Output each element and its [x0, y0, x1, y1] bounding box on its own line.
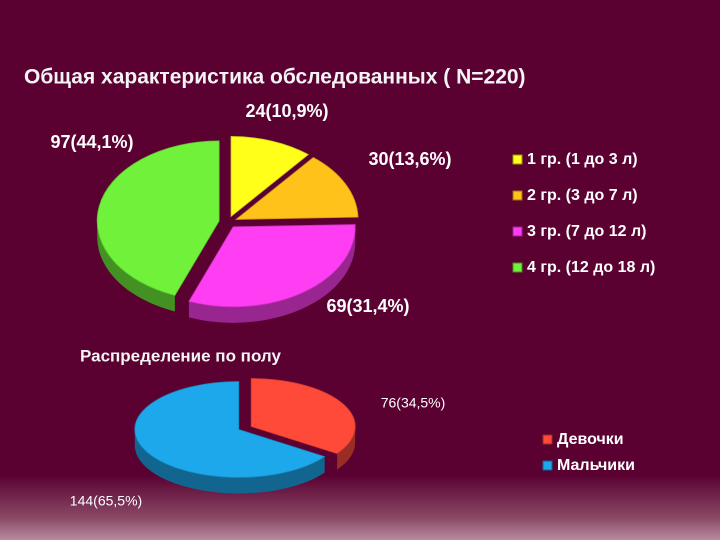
legend-swatch [512, 262, 523, 273]
data-label: 97(44,1%) [50, 132, 133, 152]
legend-label: 1 гр. (1 до 3 л) [527, 151, 638, 168]
pie-slice [96, 140, 220, 296]
legend-swatch [512, 154, 523, 165]
slice-side [134, 429, 325, 494]
data-label: 76(34,5%) [381, 395, 446, 411]
chart-title: Общая характеристика обследованных ( N=2… [24, 66, 526, 89]
legend-swatch [512, 226, 523, 237]
data-label: 24(10,9%) [245, 101, 328, 121]
slice-side [97, 220, 175, 312]
legend-label: Мальчики [557, 457, 635, 474]
legend-label: 3 гр. (7 до 12 л) [527, 223, 646, 240]
pie-slice [234, 156, 359, 220]
legend-swatch [542, 434, 553, 445]
pie-slice [230, 136, 309, 218]
data-label: 30(13,6%) [368, 149, 451, 169]
legend-label: 4 гр. (12 до 18 л) [527, 259, 655, 276]
data-label: 69(31,4%) [326, 296, 409, 316]
legend-swatch [512, 190, 523, 201]
pie-slice [188, 224, 356, 308]
pie-slice [134, 381, 326, 478]
legend-label: 2 гр. (3 до 7 л) [527, 187, 638, 204]
slice-side [337, 426, 356, 470]
slice-side [188, 226, 356, 323]
data-label: 144(65,5%) [70, 493, 142, 509]
pie-slice [250, 378, 356, 455]
legend-swatch [542, 460, 553, 471]
legend-label: Девочки [557, 431, 624, 448]
chart-title: Распределение по полу [80, 346, 281, 365]
